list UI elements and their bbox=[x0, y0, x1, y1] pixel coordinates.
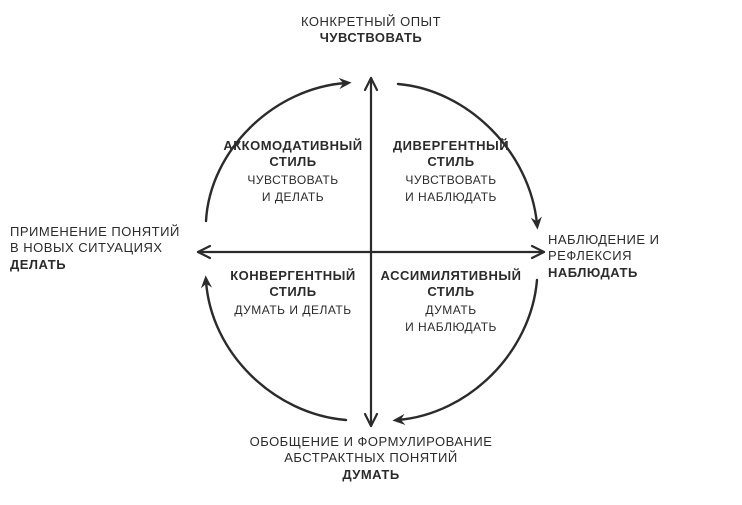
quadrant-bottom-left: КОНВЕРГЕНТНЫЙ СТИЛЬ ДУМАТЬ И ДЕЛАТЬ bbox=[218, 268, 368, 318]
axis-label-top: КОНКРЕТНЫЙ ОПЫТ ЧУВСТВОВАТЬ bbox=[0, 14, 742, 47]
q-tr-sub1: ЧУВСТВОВАТЬ bbox=[376, 173, 526, 188]
axis-left-line1: ПРИМЕНЕНИЕ ПОНЯТИЙ bbox=[10, 224, 195, 240]
q-tl-title2: СТИЛЬ bbox=[218, 154, 368, 170]
axis-right-line1: НАБЛЮДЕНИЕ И РЕФЛЕКСИЯ bbox=[548, 232, 738, 265]
q-tl-sub2: И ДЕЛАТЬ bbox=[218, 190, 368, 205]
axis-top-bold: ЧУВСТВОВАТЬ bbox=[0, 30, 742, 46]
q-tl-title1: АККОМОДАТИВНЫЙ bbox=[218, 138, 368, 154]
q-tr-title2: СТИЛЬ bbox=[376, 154, 526, 170]
q-tl-sub1: ЧУВСТВОВАТЬ bbox=[218, 173, 368, 188]
q-bl-title1: КОНВЕРГЕНТНЫЙ bbox=[218, 268, 368, 284]
q-tr-title1: ДИВЕРГЕНТНЫЙ bbox=[376, 138, 526, 154]
q-bl-sub1: ДУМАТЬ И ДЕЛАТЬ bbox=[218, 303, 368, 318]
axis-bottom-line2: АБСТРАКТНЫХ ПОНЯТИЙ bbox=[0, 450, 742, 466]
q-bl-title2: СТИЛЬ bbox=[218, 284, 368, 300]
axis-label-left: ПРИМЕНЕНИЕ ПОНЯТИЙ В НОВЫХ СИТУАЦИЯХ ДЕЛ… bbox=[10, 224, 195, 273]
axis-label-right: НАБЛЮДЕНИЕ И РЕФЛЕКСИЯ НАБЛЮДАТЬ bbox=[548, 232, 738, 281]
q-br-title1: АССИМИЛЯТИВНЫЙ bbox=[376, 268, 526, 284]
quadrant-top-right: ДИВЕРГЕНТНЫЙ СТИЛЬ ЧУВСТВОВАТЬ И НАБЛЮДА… bbox=[376, 138, 526, 205]
axis-left-bold: ДЕЛАТЬ bbox=[10, 257, 195, 273]
axis-left-line2: В НОВЫХ СИТУАЦИЯХ bbox=[10, 240, 195, 256]
axis-bottom-line1: ОБОБЩЕНИЕ И ФОРМУЛИРОВАНИЕ bbox=[0, 434, 742, 450]
q-br-sub2: И НАБЛЮДАТЬ bbox=[376, 320, 526, 335]
quadrant-bottom-right: АССИМИЛЯТИВНЫЙ СТИЛЬ ДУМАТЬ И НАБЛЮДАТЬ bbox=[376, 268, 526, 335]
axis-right-bold: НАБЛЮДАТЬ bbox=[548, 265, 738, 281]
q-br-sub1: ДУМАТЬ bbox=[376, 303, 526, 318]
q-tr-sub2: И НАБЛЮДАТЬ bbox=[376, 190, 526, 205]
axis-top-line1: КОНКРЕТНЫЙ ОПЫТ bbox=[0, 14, 742, 30]
axis-bottom-bold: ДУМАТЬ bbox=[0, 467, 742, 483]
axis-label-bottom: ОБОБЩЕНИЕ И ФОРМУЛИРОВАНИЕ АБСТРАКТНЫХ П… bbox=[0, 434, 742, 483]
quadrant-top-left: АККОМОДАТИВНЫЙ СТИЛЬ ЧУВСТВОВАТЬ И ДЕЛАТ… bbox=[218, 138, 368, 205]
q-br-title2: СТИЛЬ bbox=[376, 284, 526, 300]
